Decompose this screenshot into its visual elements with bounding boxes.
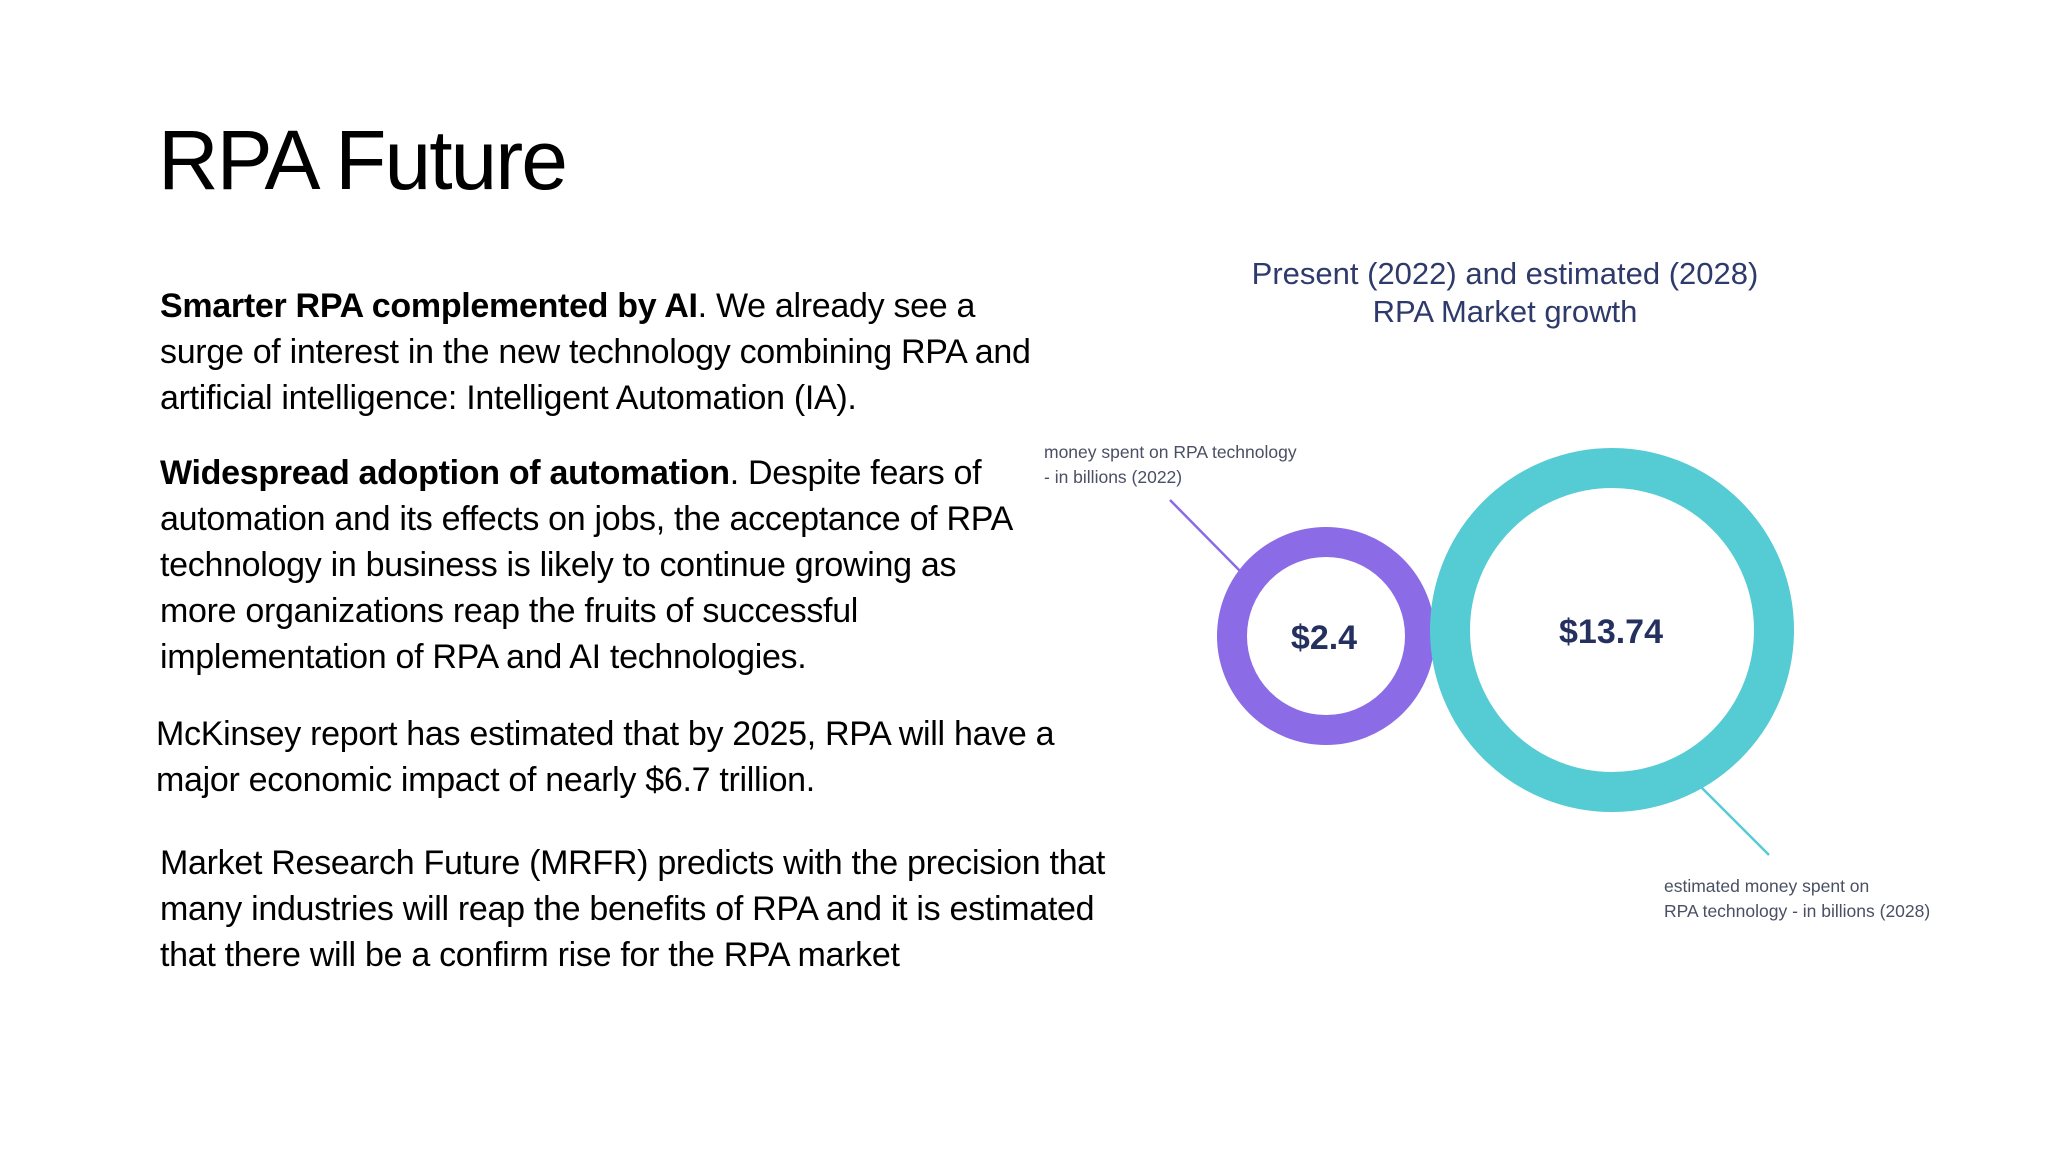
slide-title: RPA Future	[158, 113, 568, 207]
label-2022-line-2: - in billions (2022)	[1044, 467, 1182, 487]
paragraph-text: . We already see a surge of interest in …	[160, 287, 1031, 417]
paragraph-widespread-adoption: Widespread adoption of automation. Despi…	[160, 450, 1040, 680]
paragraph-text: McKinsey report has estimated that by 20…	[156, 715, 1055, 799]
paragraph-heading: Widespread adoption of automation	[160, 454, 730, 492]
rpa-market-growth-chart: Present (2022) and estimated (2028) RPA …	[1040, 250, 2000, 1150]
paragraph-text: . Despite fears of automation and its ef…	[160, 454, 1012, 676]
paragraph-smarter-rpa: Smarter RPA complemented by AI. We alrea…	[160, 283, 1040, 421]
paragraph-mrfr: Market Research Future (MRFR) predicts w…	[160, 840, 1140, 978]
bubble-ring-2028	[1430, 448, 1794, 812]
paragraph-text: Market Research Future (MRFR) predicts w…	[160, 844, 1106, 974]
paragraph-mckinsey: McKinsey report has estimated that by 20…	[156, 711, 1136, 803]
bubble-ring-2022	[1217, 527, 1435, 745]
chart-title-line-2: RPA Market growth	[1373, 294, 1638, 329]
chart-svg: Present (2022) and estimated (2028) RPA …	[1044, 256, 1930, 921]
bubble-value-2022: $2.4	[1291, 619, 1357, 657]
leader-line-2022	[1169, 499, 1241, 572]
chart-title-line-1: Present (2022) and estimated (2028)	[1252, 256, 1759, 291]
bubble-value-2028: $13.74	[1559, 613, 1663, 651]
label-2028-line-1: estimated money spent on	[1664, 876, 1869, 896]
leader-line-2028	[1699, 785, 1770, 856]
label-2028-line-2: RPA technology - in billions (2028)	[1664, 901, 1930, 921]
paragraph-heading: Smarter RPA complemented by AI	[160, 287, 698, 325]
label-2022-line-1: money spent on RPA technology	[1044, 442, 1297, 462]
